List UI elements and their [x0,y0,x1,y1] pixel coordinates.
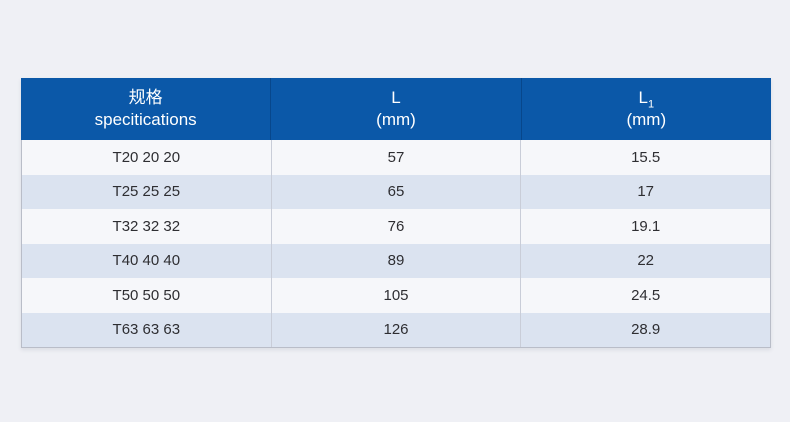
header-spec-cn: 规格 [128,88,163,107]
cell-l: 65 [270,174,521,209]
header-l-unit: (mm) [376,110,416,129]
table-row: T63 63 63 126 28.9 [22,312,770,347]
header-cell-l1: L1 (mm) [520,78,771,140]
cell-spec: T40 40 40 [112,252,181,270]
table-row: T25 25 25 65 17 [22,174,770,209]
cell-spec: T32 32 32 [112,217,181,235]
table-row: T32 32 32 76 19.1 [22,209,770,244]
header-cell-l: L (mm) [270,78,520,140]
cell-spec: T20 20 20 [112,148,181,166]
header-l1-subscript: 1 [647,98,655,111]
cell-l1: 24.5 [520,278,770,313]
cell-l1: 15.5 [520,140,770,175]
header-l1-unit: (mm) [626,110,667,129]
header-cell-spec: 规格 specitications [21,78,270,140]
cell-l1: 19.1 [520,209,770,244]
cell-spec: T63 63 63 [112,321,181,339]
table-header-row: 规格 specitications L (mm) L1 (mm) [21,78,771,140]
spec-table: 规格 specitications L (mm) L1 (mm) T20 20 … [21,78,771,348]
table-row: T20 20 20 57 15.5 [22,140,770,175]
table-body: T20 20 20 57 15.5 T25 25 25 65 17 T32 32… [21,140,771,348]
cell-l: 76 [270,209,521,244]
table-row: T40 40 40 89 22 [22,243,770,278]
table-row: T50 50 50 105 24.5 [22,278,770,313]
header-l-label: L [391,88,401,107]
header-l1-label: L1 [638,88,655,111]
cell-spec: T25 25 25 [112,183,181,201]
cell-l1: 28.9 [520,312,770,347]
cell-l1: 22 [520,243,770,278]
cell-l: 126 [270,312,521,347]
cell-l: 57 [270,140,521,175]
cell-l: 105 [270,278,521,313]
cell-l: 89 [270,243,521,278]
header-spec-en: specitications [94,110,197,129]
cell-spec: T50 50 50 [112,286,181,304]
cell-l1: 17 [520,174,770,209]
